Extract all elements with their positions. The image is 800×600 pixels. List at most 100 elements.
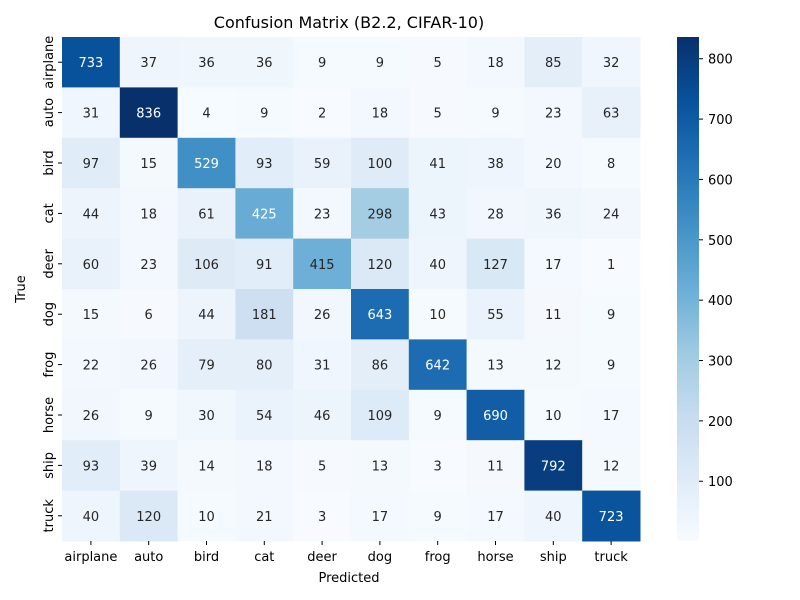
heatmap-cell (177, 339, 236, 391)
x-tick-label: airplane (64, 550, 117, 565)
heatmap-cell (582, 188, 641, 240)
cell-value-label: 86 (372, 359, 389, 374)
cell-value-label: 60 (83, 258, 100, 273)
cell-value-label: 43 (429, 207, 446, 222)
cell-value-label: 36 (256, 56, 273, 71)
cell-value-label: 23 (140, 258, 157, 273)
y-tick-label: cat (42, 203, 57, 223)
cell-value-label: 18 (140, 207, 157, 222)
cell-value-label: 93 (83, 459, 100, 474)
heatmap-cell (177, 137, 236, 189)
heatmap-cell (293, 339, 352, 391)
cell-value-label: 1 (607, 258, 615, 273)
y-tick-label: horse (42, 397, 57, 433)
heatmap-cell (351, 339, 410, 391)
cell-value-label: 733 (78, 56, 103, 71)
cell-value-label: 10 (545, 409, 562, 424)
y-tick-label: airplane (42, 36, 57, 89)
cell-value-label: 93 (256, 157, 273, 172)
heatmap-cell (408, 339, 468, 391)
heatmap-cell (408, 289, 468, 340)
cell-value-label: 9 (376, 56, 384, 71)
heatmap-cell (235, 440, 294, 492)
cell-value-label: 836 (136, 107, 161, 122)
x-tick-label: horse (477, 550, 513, 565)
cell-value-label: 642 (425, 359, 450, 374)
heatmap-cell (524, 490, 583, 542)
x-tick-label: deer (307, 550, 337, 565)
cell-value-label: 11 (487, 459, 504, 474)
heatmap-cell (293, 137, 352, 189)
x-tick-label: truck (594, 550, 628, 565)
cell-value-label: 5 (434, 56, 442, 71)
heatmap-cell (582, 490, 641, 542)
heatmap-cell (119, 87, 179, 139)
cell-value-label: 41 (429, 157, 446, 172)
y-tick-label: bird (42, 150, 57, 175)
heatmap-cell (293, 440, 352, 492)
heatmap-cell (351, 87, 410, 139)
colorbar-tick-label: 200 (708, 415, 733, 430)
chart-title: Confusion Matrix (B2.2, CIFAR-10) (214, 13, 484, 32)
heatmap-cell (351, 440, 410, 492)
cell-value-label: 298 (367, 207, 392, 222)
cell-value-label: 690 (483, 409, 508, 424)
cell-value-label: 8 (607, 157, 615, 172)
cell-value-label: 24 (603, 207, 620, 222)
heatmap-cell (408, 188, 468, 240)
cell-value-label: 39 (140, 459, 157, 474)
cell-value-label: 23 (314, 207, 331, 222)
heatmap-cell (235, 389, 294, 441)
cell-value-label: 17 (603, 409, 620, 424)
cell-value-label: 40 (429, 258, 446, 273)
y-axis-label: True (14, 275, 29, 304)
colorbar-tick-label: 500 (708, 234, 733, 249)
heatmap-cell (466, 490, 525, 542)
cell-value-label: 80 (256, 359, 273, 374)
colorbar-tick-label: 700 (708, 113, 733, 128)
cell-value-label: 20 (545, 157, 562, 172)
y-tick-label: dog (42, 302, 57, 326)
colorbar-tick-label: 300 (708, 355, 733, 370)
y-tick-label: auto (42, 98, 57, 127)
cell-value-label: 18 (372, 107, 389, 122)
colorbar-ticks: 100 200 300 400 500 600 700 800 (699, 53, 733, 490)
cell-value-label: 30 (198, 409, 215, 424)
heatmap-cell (62, 289, 121, 340)
cell-value-label: 31 (83, 107, 100, 122)
x-tick-labels: airplane auto bird cat deer dog frog horse ship t… (64, 541, 628, 565)
colorbar-tick-label: 600 (708, 173, 733, 188)
cell-value-label: 13 (372, 459, 389, 474)
heatmap-cell (293, 490, 352, 542)
x-tick-label: bird (194, 550, 219, 565)
cell-value-label: 9 (434, 409, 442, 424)
heatmap-cell (582, 37, 641, 88)
heatmap-cell (119, 137, 179, 189)
cell-value-label: 106 (194, 258, 219, 273)
x-axis-label: Predicted (318, 571, 379, 586)
heatmap-cell (524, 339, 583, 391)
heatmap-cell (62, 137, 121, 189)
heatmap-cell (293, 87, 352, 139)
cell-value-label: 14 (198, 459, 215, 474)
cell-value-label: 85 (545, 56, 562, 71)
x-tick-label: frog (425, 550, 451, 565)
heatmap-cell (293, 188, 352, 240)
heatmap-cell (582, 289, 641, 340)
cell-value-label: 109 (367, 409, 392, 424)
heatmap-cell (119, 238, 179, 290)
cell-value-label: 21 (256, 510, 273, 525)
heatmap-cell (524, 289, 583, 340)
x-tick-label: ship (540, 550, 567, 565)
heatmap-cell (119, 490, 179, 542)
x-tick-label: dog (368, 550, 392, 565)
cell-value-label: 181 (252, 308, 277, 323)
heatmap-cell (293, 37, 352, 88)
cell-value-label: 120 (136, 510, 161, 525)
heatmap-cell (408, 37, 468, 88)
heatmap-cell (235, 37, 294, 88)
cell-value-label: 9 (318, 56, 326, 71)
cell-value-label: 59 (314, 157, 331, 172)
cell-value-label: 18 (487, 56, 504, 71)
